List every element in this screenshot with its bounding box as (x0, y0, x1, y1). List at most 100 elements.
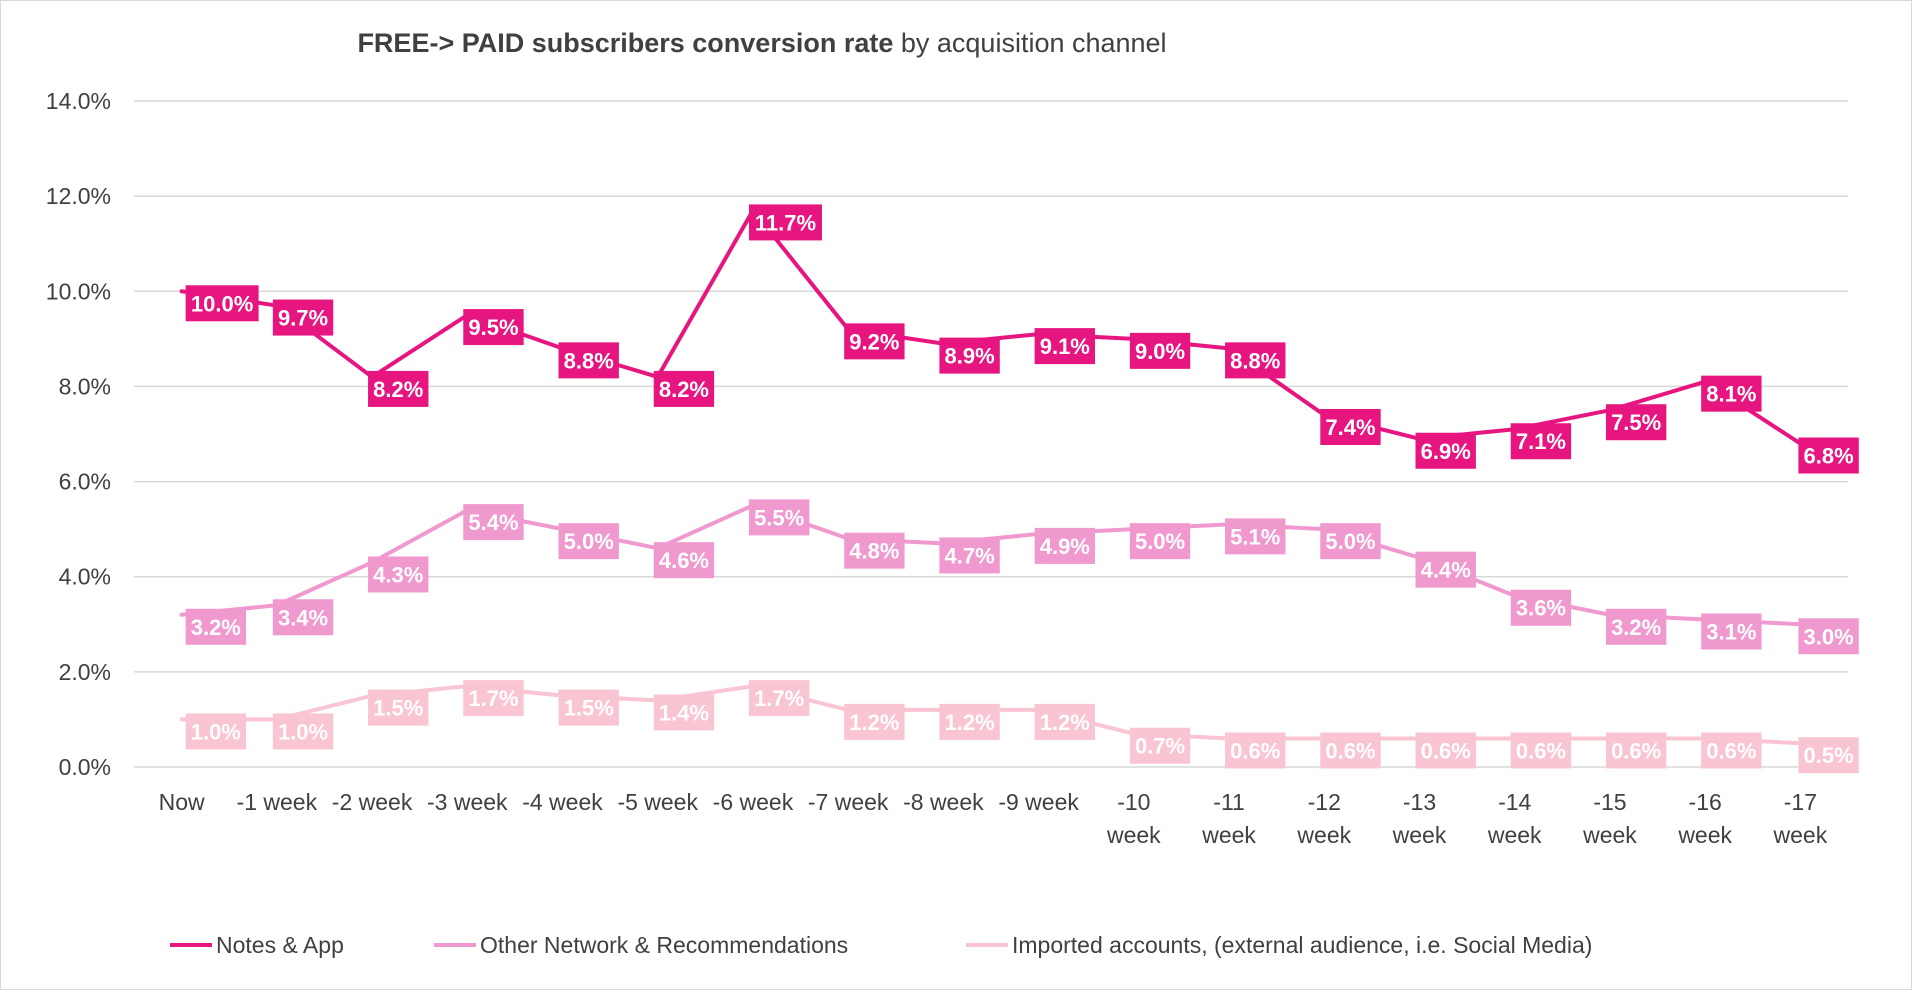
x-axis: Now -1 week -2 week -3 week -4 week -5 week -6… (159, 789, 1828, 848)
data-label: 11.7% (748, 204, 822, 241)
data-label: 5.0% (558, 523, 619, 560)
data-label-text: 1.2% (945, 710, 995, 735)
x-tick-label: -17 week (1773, 789, 1828, 848)
y-axis: 0.0% 2.0% 4.0% 6.0% 8.0% 10.0% 12.0% 14.0% (46, 88, 111, 780)
x-tick-label: -15 week (1582, 789, 1637, 848)
data-label-text: 0.6% (1325, 738, 1375, 763)
data-label-box (1415, 551, 1476, 588)
data-label-text: 0.6% (1706, 738, 1756, 763)
data-label-box (844, 323, 905, 360)
data-label: 7.1% (1510, 423, 1572, 460)
x-tick-label: -3 week (427, 789, 508, 815)
data-label-text: 8.9% (945, 344, 995, 369)
data-label: 5.1% (1225, 518, 1286, 555)
data-label-box (185, 285, 259, 322)
data-label-text: 0.6% (1611, 738, 1661, 763)
data-label: 1.5% (368, 689, 429, 726)
data-label-box (1605, 732, 1667, 769)
data-label: 3.6% (1510, 589, 1572, 626)
data-label-box (558, 342, 619, 379)
data-label: 3.1% (1701, 613, 1762, 650)
data-label-box (653, 542, 715, 579)
data-label: 9.0% (1129, 332, 1191, 369)
data-label: 6.9% (1415, 432, 1476, 469)
data-label-box (368, 689, 429, 726)
data-label-text: 8.8% (564, 348, 614, 373)
data-label-box (1798, 737, 1859, 774)
data-label-text: 5.5% (754, 505, 804, 530)
data-label-box (185, 713, 247, 750)
data-label: 9.1% (1034, 328, 1096, 365)
data-label: 0.6% (1605, 732, 1667, 769)
data-label-box (185, 608, 247, 645)
data-label: 0.6% (1701, 732, 1762, 769)
data-label-box (1320, 408, 1381, 445)
x-tick-label: Now (159, 789, 205, 815)
data-label-text: 5.0% (1135, 529, 1185, 554)
data-label-text: 9.5% (468, 315, 518, 340)
data-label-text: 0.6% (1516, 738, 1566, 763)
data-label: 1.7% (463, 680, 524, 717)
data-label-box (653, 694, 715, 731)
data-label: 5.5% (748, 499, 810, 536)
data-label-box (463, 309, 524, 346)
data-label: 8.8% (558, 342, 619, 379)
data-label: 4.3% (368, 556, 429, 593)
gridlines (134, 100, 1848, 768)
data-labels: 1.0% 1.0% 1.5% 1.7% 1.5% 1.4% 1.7% 1.2% 1.2% 1.2%… (185, 204, 1859, 774)
data-label: 4.8% (844, 532, 905, 569)
data-label-box (463, 504, 524, 541)
data-label-box (1129, 523, 1191, 560)
y-tick-label: 6.0% (59, 469, 111, 495)
x-tick-label: -11 week (1201, 789, 1256, 848)
data-label: 8.2% (368, 370, 429, 407)
data-label-box (1129, 727, 1191, 764)
data-label: 8.1% (1701, 375, 1762, 412)
data-label-text: 8.1% (1706, 382, 1756, 407)
data-label: 7.5% (1605, 404, 1667, 441)
x-tick-label: -5 week (617, 789, 698, 815)
data-label-text: 4.6% (659, 548, 709, 573)
data-label-box (1701, 732, 1762, 769)
series-line (179, 208, 1803, 446)
data-label-text: 5.1% (1230, 524, 1280, 549)
data-label: 0.5% (1798, 737, 1859, 774)
data-label-text: 3.2% (191, 615, 241, 640)
data-label-text: 8.2% (659, 377, 709, 402)
data-label-box (558, 523, 619, 560)
data-label-box (1415, 432, 1476, 469)
svg-text:FREE-> PAID subscribers conver: FREE-> PAID subscribers conversion rate … (357, 28, 1166, 58)
data-label: 5.4% (463, 504, 524, 541)
data-label-text: 9.1% (1040, 334, 1090, 359)
data-label-box (844, 703, 905, 740)
data-label: 8.8% (1225, 342, 1286, 379)
data-label-box (1225, 518, 1286, 555)
data-label: 1.0% (185, 713, 247, 750)
series-lines (179, 208, 1803, 746)
x-tick-label: -7 week (808, 789, 889, 815)
data-label-box (1510, 732, 1572, 769)
data-label: 3.2% (1605, 608, 1667, 645)
data-label: 5.0% (1320, 523, 1381, 560)
data-label-text: 4.4% (1421, 558, 1471, 583)
data-label-text: 5.0% (1325, 529, 1375, 554)
data-label-text: 0.6% (1421, 738, 1471, 763)
data-label-text: 7.1% (1516, 429, 1566, 454)
data-label-box (368, 556, 429, 593)
data-label-text: 1.2% (849, 710, 899, 735)
x-tick-label: -1 week (237, 789, 318, 815)
data-label-box (1510, 589, 1572, 626)
data-label: 4.9% (1034, 527, 1096, 564)
data-label: 1.5% (558, 689, 619, 726)
x-tick-label: -8 week (903, 789, 984, 815)
data-label: 1.4% (653, 694, 715, 731)
data-label: 7.4% (1320, 408, 1381, 445)
data-label-text: 3.1% (1706, 620, 1756, 645)
data-label-box (558, 689, 619, 726)
data-label-text: 1.7% (754, 686, 804, 711)
data-label-box (272, 299, 334, 336)
legend-label: Other Network & Recommendations (480, 932, 848, 958)
data-label-text: 4.9% (1040, 534, 1090, 559)
data-label: 1.0% (272, 713, 334, 750)
